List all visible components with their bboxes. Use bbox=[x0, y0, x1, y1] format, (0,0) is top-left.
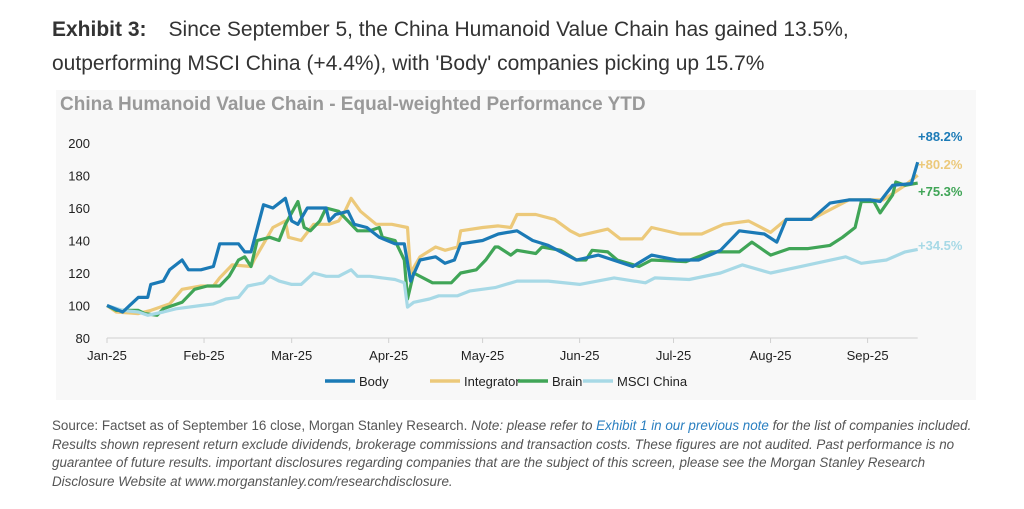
x-tick-label: Jan-25 bbox=[87, 348, 127, 363]
note-text: Note: please refer to bbox=[471, 418, 593, 433]
exhibit-header: Exhibit 3: Since September 5, the China H… bbox=[52, 13, 849, 81]
legend-label: Integrator bbox=[464, 374, 520, 389]
end-value-label: +34.5% bbox=[918, 238, 963, 253]
exhibit-title-line2: outperforming MSCI China (+4.4%), with '… bbox=[52, 52, 765, 75]
x-tick-label: Aug-25 bbox=[750, 348, 792, 363]
end-value-label: +75.3% bbox=[918, 184, 963, 199]
series-line-msci-china bbox=[106, 247, 919, 317]
y-tick-label: 200 bbox=[68, 136, 90, 151]
y-tick-label: 140 bbox=[68, 234, 90, 249]
end-value-label: +80.2% bbox=[918, 157, 963, 172]
y-tick-label: 120 bbox=[68, 266, 90, 281]
x-tick-label: Sep-25 bbox=[847, 348, 889, 363]
x-tick-label: Feb-25 bbox=[183, 348, 224, 363]
disclaimer-text: for the list of companies included. Resu… bbox=[52, 418, 972, 489]
y-tick-label: 100 bbox=[68, 299, 90, 314]
x-tick-label: May-25 bbox=[461, 348, 504, 363]
exhibit-label: Exhibit 3: bbox=[52, 18, 147, 41]
series-line-integrator bbox=[106, 173, 919, 316]
series-line-brain bbox=[106, 180, 918, 317]
x-tick-label: Jun-25 bbox=[560, 348, 600, 363]
exhibit-title-line1: Since September 5, the China Humanoid Va… bbox=[168, 18, 849, 41]
x-tick-label: Mar-25 bbox=[271, 348, 312, 363]
y-tick-label: 180 bbox=[68, 169, 90, 184]
footnote: Source: Factset as of September 16 close… bbox=[52, 417, 982, 491]
source-text: Source: Factset as of September 16 close… bbox=[52, 418, 468, 433]
legend-label: MSCI China bbox=[617, 374, 688, 389]
end-value-label: +88.2% bbox=[918, 129, 963, 144]
x-tick-label: Apr-25 bbox=[369, 348, 408, 363]
previous-note-link[interactable]: Exhibit 1 in our previous note bbox=[596, 418, 769, 433]
x-tick-label: Jul-25 bbox=[656, 348, 691, 363]
series-line-body bbox=[106, 161, 920, 314]
chart-title: China Humanoid Value Chain - Equal-weigh… bbox=[60, 94, 646, 115]
legend-label: Brain bbox=[552, 374, 582, 389]
y-tick-label: 80 bbox=[76, 331, 90, 346]
y-tick-label: 160 bbox=[68, 201, 90, 216]
legend-label: Body bbox=[359, 374, 389, 389]
